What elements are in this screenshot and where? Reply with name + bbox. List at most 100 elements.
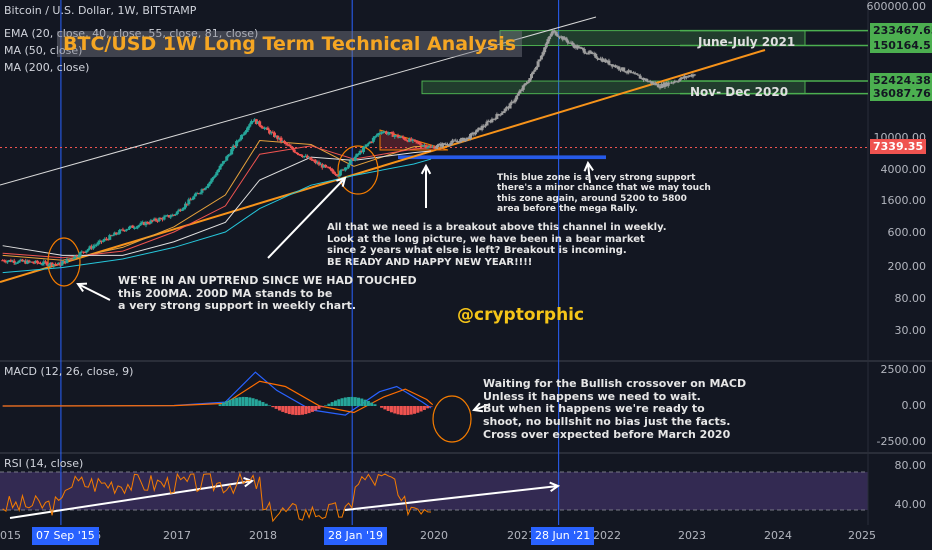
candle-body bbox=[347, 164, 351, 168]
candle-body bbox=[482, 125, 486, 127]
circle-ma-touch-2015 bbox=[47, 237, 81, 287]
candle-body bbox=[365, 144, 369, 147]
candle-body bbox=[240, 134, 244, 140]
price-axis-label: 1600.00 bbox=[880, 194, 927, 207]
candle-body bbox=[620, 67, 624, 71]
candle-body bbox=[119, 229, 123, 231]
candle-body bbox=[333, 173, 337, 175]
candle-body bbox=[2, 260, 6, 262]
candle-body bbox=[518, 90, 522, 94]
rsi-label[interactable]: RSI (14, close) bbox=[4, 457, 84, 470]
candle-body bbox=[55, 264, 59, 266]
arrow-rsi-1 bbox=[9, 480, 253, 519]
candle-body bbox=[348, 160, 352, 165]
date-pill-3: 28 Jun '21 bbox=[531, 527, 595, 545]
candle-body bbox=[144, 222, 148, 226]
macd-histogram-bar bbox=[238, 397, 242, 406]
candle-body bbox=[141, 222, 145, 224]
candle-body bbox=[314, 160, 318, 163]
candle-body bbox=[485, 121, 489, 126]
candle-body bbox=[480, 125, 484, 130]
candle-body bbox=[123, 230, 127, 232]
candle-body bbox=[70, 258, 74, 260]
macd-histogram-bar bbox=[294, 406, 298, 416]
candle-body bbox=[366, 143, 370, 145]
price-tag: 233467.65 bbox=[870, 22, 932, 38]
candle-body bbox=[358, 151, 362, 154]
candle-body bbox=[656, 84, 660, 88]
candle-body bbox=[595, 57, 599, 59]
time-axis-label: 2022 bbox=[593, 529, 621, 542]
candle-body bbox=[637, 74, 641, 76]
candle-body bbox=[39, 263, 43, 265]
candle-body bbox=[315, 162, 319, 164]
macd-histogram-bar bbox=[228, 399, 232, 406]
candle-body bbox=[429, 146, 433, 148]
candle-body bbox=[85, 250, 89, 253]
arrow-macd bbox=[473, 403, 491, 411]
arrow-breakout-head bbox=[336, 176, 347, 187]
ma200-label[interactable]: MA (200, close) bbox=[4, 61, 90, 74]
candle-body bbox=[579, 47, 583, 49]
candle-body bbox=[581, 47, 585, 49]
ma50-label[interactable]: MA (50, close) bbox=[4, 44, 83, 57]
price-tag: 7339.35 bbox=[870, 139, 927, 155]
candle-body bbox=[30, 261, 34, 263]
candle-body bbox=[108, 235, 112, 240]
macd-histogram-bar bbox=[241, 396, 245, 406]
candle-body bbox=[118, 230, 122, 234]
candle-body bbox=[404, 139, 408, 141]
candle-body bbox=[661, 84, 665, 87]
candle-body bbox=[353, 156, 357, 161]
candle-body bbox=[164, 215, 168, 217]
candle-body bbox=[529, 74, 533, 79]
candle-body bbox=[63, 260, 67, 264]
candle-body bbox=[205, 186, 209, 188]
macd-label[interactable]: MACD (12, 26, close, 9) bbox=[4, 365, 134, 378]
candle-body bbox=[35, 260, 39, 263]
macd-histogram-bar bbox=[320, 406, 324, 408]
candle-body bbox=[506, 106, 510, 109]
price-axis-label: 4000.00 bbox=[880, 163, 927, 176]
macd-histogram-bar bbox=[327, 403, 331, 406]
candle-body bbox=[305, 155, 309, 158]
macd-histogram-bar bbox=[426, 406, 430, 409]
macd-histogram-bar bbox=[399, 406, 403, 415]
candle-body bbox=[188, 199, 192, 201]
candle-body bbox=[594, 53, 598, 58]
candle-body bbox=[475, 129, 479, 133]
candle-body bbox=[393, 135, 397, 137]
ema-label[interactable]: EMA (20, close, 40, close, 55, close, 81… bbox=[4, 27, 259, 40]
candle-body bbox=[172, 214, 176, 216]
candle-body bbox=[625, 72, 629, 74]
candle-body bbox=[48, 262, 52, 265]
macd-histogram-bar bbox=[396, 406, 400, 415]
candle-body bbox=[100, 240, 104, 242]
candle-body bbox=[498, 114, 502, 116]
pane-separator-rsi bbox=[0, 452, 932, 454]
candle-body bbox=[525, 83, 529, 85]
candle-body bbox=[88, 246, 92, 250]
candle-body bbox=[9, 260, 13, 262]
arrow-rsi-1-head bbox=[243, 476, 255, 488]
arrow-uptrend bbox=[77, 283, 111, 301]
candle-body bbox=[437, 143, 441, 145]
candle-body bbox=[572, 44, 576, 48]
candle-body bbox=[414, 140, 418, 142]
candle-body bbox=[534, 66, 538, 70]
time-axis-label: 2023 bbox=[678, 529, 706, 542]
candle-body bbox=[523, 83, 527, 86]
candle-body bbox=[655, 84, 659, 86]
candle-body bbox=[271, 132, 275, 134]
time-axis-label: 2021 bbox=[507, 529, 535, 542]
candle-body bbox=[577, 47, 581, 49]
macd-histogram-bar bbox=[366, 401, 370, 406]
candle-body bbox=[554, 31, 558, 36]
candle-body bbox=[371, 137, 375, 142]
candle-body bbox=[352, 158, 356, 161]
macd-histogram-bar bbox=[370, 402, 374, 406]
candle-body bbox=[604, 59, 608, 63]
macd-histogram-bar bbox=[406, 406, 410, 415]
candle-body bbox=[238, 139, 242, 141]
candle-body bbox=[210, 178, 214, 182]
